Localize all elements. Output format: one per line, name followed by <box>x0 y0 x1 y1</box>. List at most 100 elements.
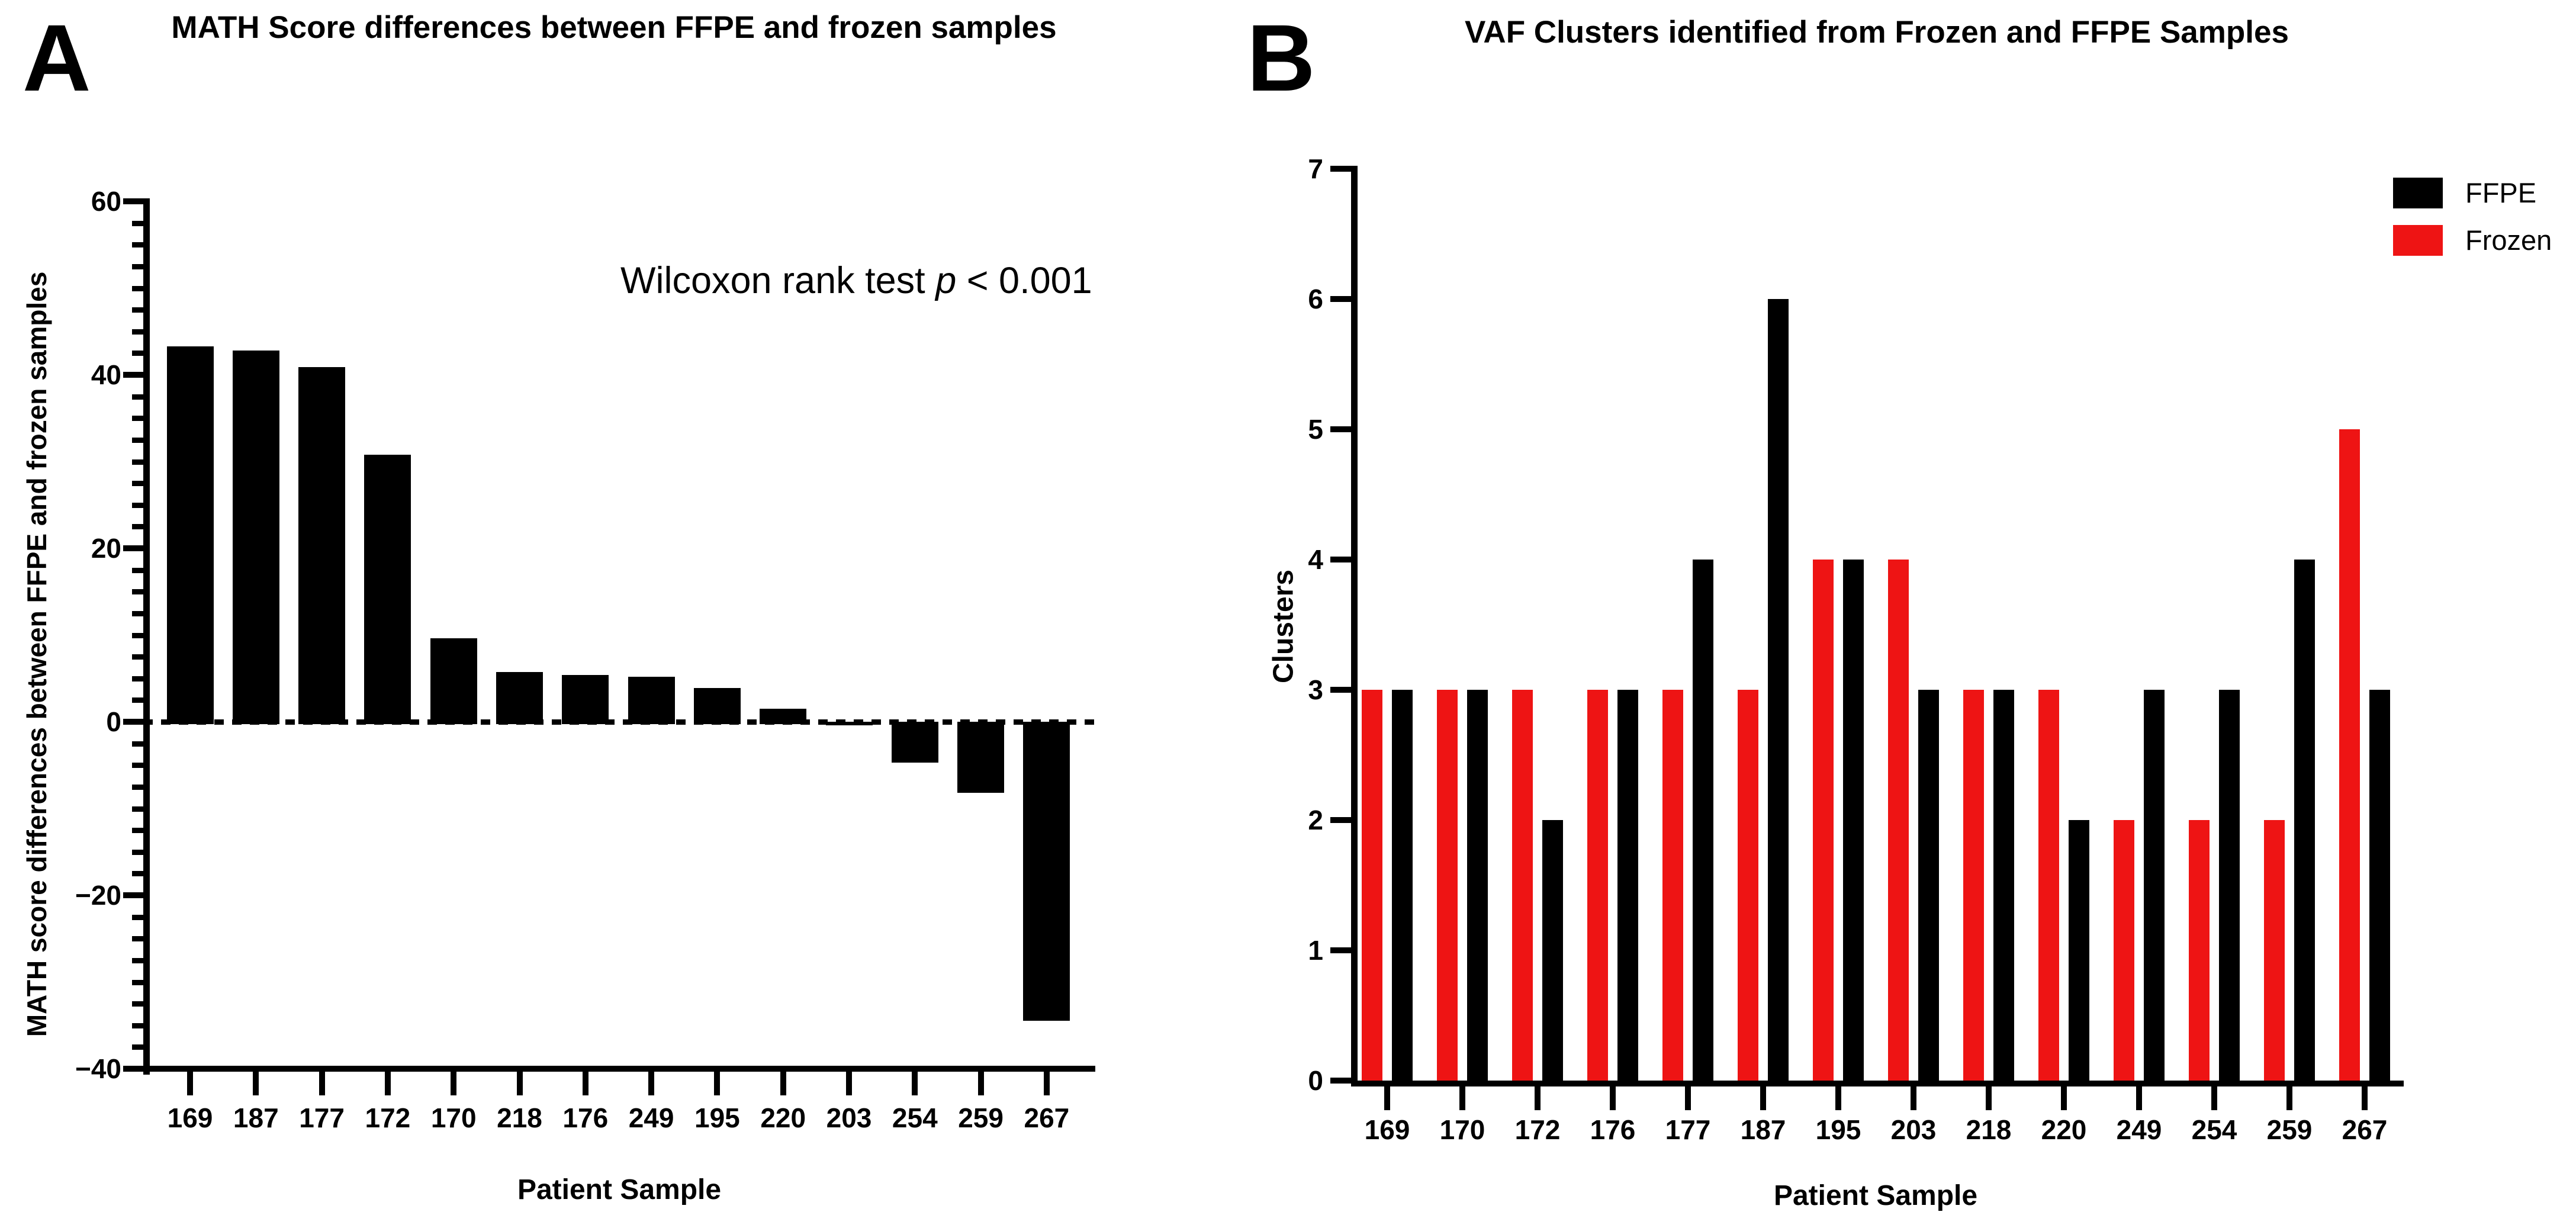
panel-b-title: VAF Clusters identified from Frozen and … <box>1465 15 2289 50</box>
y-minor-tick <box>132 610 143 616</box>
bar-frozen-172 <box>1512 690 1533 1081</box>
x-tick-label: 218 <box>1966 1114 2012 1145</box>
x-tick-label: 170 <box>430 1102 477 1133</box>
y-tick-label: 7 <box>1308 153 1323 184</box>
y-minor-tick <box>132 242 143 248</box>
y-tick-label: 6 <box>1308 284 1323 314</box>
y-minor-tick <box>132 697 143 703</box>
y-major-tick <box>123 719 143 725</box>
bar-ffpe-259 <box>2294 560 2315 1081</box>
x-tick-label: 177 <box>299 1102 345 1133</box>
x-tick-label: 254 <box>892 1102 938 1133</box>
y-minor-tick <box>132 459 143 465</box>
x-tick-label: 169 <box>1364 1114 1410 1145</box>
y-tick-label: 1 <box>1308 935 1323 966</box>
x-tick <box>1986 1086 1992 1110</box>
x-tick <box>977 1072 984 1095</box>
x-tick-label: 187 <box>233 1102 279 1133</box>
bar-195 <box>693 687 741 724</box>
bar-ffpe-195 <box>1843 560 1864 1081</box>
y-minor-tick <box>132 784 143 790</box>
y-minor-tick <box>132 1001 143 1007</box>
x-tick-label: 176 <box>1590 1114 1636 1145</box>
bar-176 <box>562 674 609 724</box>
y-minor-tick <box>132 828 143 834</box>
y-minor-tick <box>132 763 143 769</box>
y-minor-tick <box>132 914 143 920</box>
y-major-tick <box>123 892 143 898</box>
y-minor-tick <box>132 351 143 356</box>
x-tick <box>1685 1086 1691 1110</box>
x-tick <box>846 1072 852 1095</box>
y-major-tick <box>1330 296 1351 302</box>
y-major-tick <box>1330 687 1351 693</box>
x-tick-label: 177 <box>1665 1114 1711 1145</box>
y-minor-tick <box>132 979 143 985</box>
panel-b-y-axis-title: Clusters <box>1268 569 1300 684</box>
x-tick <box>516 1072 523 1095</box>
legend-item-frozen: Frozen <box>2393 225 2552 256</box>
x-tick <box>648 1072 655 1095</box>
x-tick-label: 176 <box>562 1102 609 1133</box>
bar-267 <box>1023 722 1070 1021</box>
bar-ffpe-177 <box>1693 560 1713 1081</box>
y-major-tick <box>1330 426 1351 432</box>
y-major-tick <box>123 198 143 204</box>
bar-frozen-254 <box>2189 820 2210 1081</box>
bar-172 <box>364 454 411 724</box>
y-major-tick <box>123 545 143 551</box>
bar-218 <box>496 672 543 724</box>
y-tick-label: −20 <box>75 880 121 911</box>
bar-frozen-220 <box>2038 690 2059 1081</box>
x-tick-label: 220 <box>2041 1114 2087 1145</box>
x-tick <box>1535 1086 1541 1110</box>
x-axis-line <box>1351 1081 2404 1086</box>
y-major-tick <box>123 1066 143 1072</box>
x-axis-line <box>143 1066 1095 1072</box>
y-major-tick <box>1330 1078 1351 1084</box>
x-tick <box>253 1072 259 1095</box>
panel-a-letter: A <box>22 5 91 111</box>
bar-187 <box>232 350 279 724</box>
x-tick <box>714 1072 721 1095</box>
x-tick-label: 254 <box>2191 1114 2237 1145</box>
bar-ffpe-254 <box>2219 690 2240 1081</box>
y-minor-tick <box>132 524 143 530</box>
x-tick <box>582 1072 588 1095</box>
x-tick-label: 172 <box>365 1102 411 1133</box>
bar-259 <box>957 722 1005 793</box>
y-major-tick <box>1330 947 1351 953</box>
panel-a-annotation: Wilcoxon rank test p < 0.001 <box>620 259 1092 302</box>
x-tick <box>1384 1086 1390 1110</box>
x-tick <box>451 1072 457 1095</box>
x-tick-label: 267 <box>2342 1114 2388 1145</box>
y-major-tick <box>1330 817 1351 823</box>
y-axis-line <box>1351 166 1358 1086</box>
y-tick-label: 0 <box>106 706 121 737</box>
bar-ffpe-249 <box>2144 690 2165 1081</box>
y-major-tick <box>1330 166 1351 172</box>
y-minor-tick <box>132 394 143 400</box>
annotation-text-after: < 0.001 <box>956 260 1092 301</box>
y-minor-tick <box>132 957 143 963</box>
bar-ffpe-170 <box>1467 690 1488 1081</box>
bar-frozen-259 <box>2264 820 2285 1081</box>
bar-frozen-218 <box>1963 690 1984 1081</box>
bar-169 <box>166 346 214 724</box>
x-tick <box>2061 1086 2067 1110</box>
x-tick <box>2211 1086 2217 1110</box>
x-tick <box>1835 1086 1841 1110</box>
bar-ffpe-176 <box>1617 690 1638 1081</box>
bar-frozen-267 <box>2339 429 2360 1081</box>
legend-item-ffpe: FFPE <box>2393 178 2536 208</box>
x-tick <box>912 1072 918 1095</box>
bar-frozen-203 <box>1888 560 1909 1081</box>
y-major-tick <box>1330 557 1351 562</box>
panel-b-letter: B <box>1247 5 1316 111</box>
bar-ffpe-203 <box>1918 690 1939 1081</box>
y-minor-tick <box>132 589 143 595</box>
x-tick-label: 259 <box>958 1102 1004 1133</box>
y-tick-label: 20 <box>91 533 121 564</box>
y-minor-tick <box>132 632 143 638</box>
bar-ffpe-169 <box>1392 690 1413 1081</box>
